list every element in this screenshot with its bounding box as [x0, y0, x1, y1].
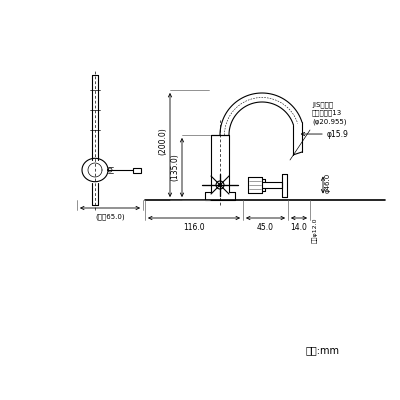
Circle shape	[216, 181, 224, 189]
Text: 45.0: 45.0	[257, 223, 274, 232]
Text: JIS給水栓
取付ねじ１13
(φ20.955): JIS給水栓 取付ねじ１13 (φ20.955)	[312, 101, 346, 125]
Text: 単位:mm: 単位:mm	[306, 345, 340, 355]
Text: (135.0): (135.0)	[170, 154, 179, 181]
Text: φ15.9: φ15.9	[327, 130, 349, 138]
Text: 内径φ12.0: 内径φ12.0	[312, 217, 318, 243]
Text: 116.0: 116.0	[183, 223, 205, 232]
Circle shape	[108, 168, 112, 172]
Text: 14.0: 14.0	[290, 223, 308, 232]
Text: (最圓65.0): (最圓65.0)	[95, 213, 125, 220]
Circle shape	[218, 184, 222, 186]
Text: (200.0): (200.0)	[158, 128, 167, 155]
FancyBboxPatch shape	[133, 168, 141, 172]
Text: φ46.0: φ46.0	[325, 173, 331, 193]
